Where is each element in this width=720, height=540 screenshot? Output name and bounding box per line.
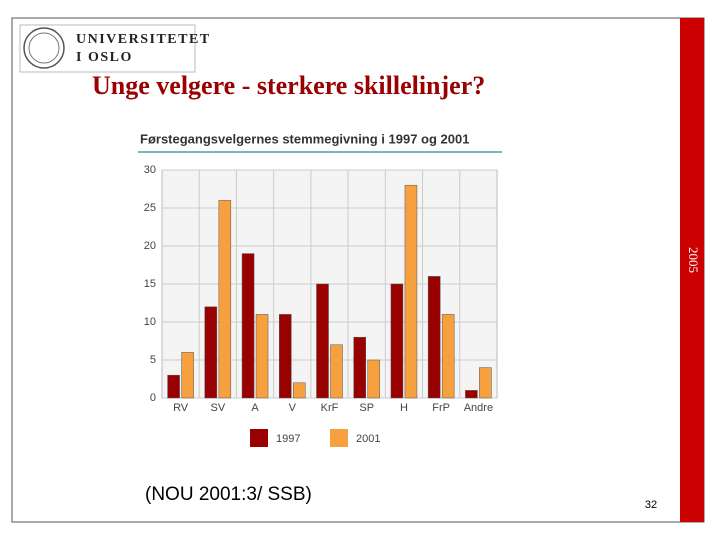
bar [293, 382, 306, 399]
bar [181, 352, 194, 399]
bar [353, 336, 366, 399]
bar [404, 184, 418, 399]
bar [167, 374, 180, 399]
bar [241, 253, 255, 399]
y-tick-label: 15 [144, 278, 156, 290]
bar [204, 306, 218, 399]
slide-title: Unge velgere - sterkere skillelinjer? [92, 71, 485, 100]
page-number: 32 [645, 499, 657, 511]
x-tick-label: SP [359, 402, 374, 414]
y-tick-label: 5 [150, 354, 156, 366]
logo-frame [19, 24, 196, 73]
side-bar [680, 18, 704, 522]
bar [465, 390, 478, 399]
x-tick-label: SV [210, 402, 225, 414]
plot: 0 5 10 15 20 25 30 RV SV A V KrF SP H FrP Andre 1997 2001 [144, 164, 498, 447]
bar [255, 314, 269, 399]
x-tick-label: H [400, 402, 408, 414]
legend-swatch [250, 429, 268, 447]
bar [441, 314, 455, 399]
y-tick-label: 0 [150, 392, 156, 404]
logo-seal-inner [28, 32, 60, 64]
x-tick-label: FrP [432, 402, 450, 414]
source: (NOU 2001:3/ SSB) [145, 484, 312, 505]
y-tick-label: 30 [144, 164, 156, 176]
x-tick-label: KrF [321, 402, 339, 414]
logo-text: UNIVERSITETET [76, 32, 211, 47]
y-tick-label: 20 [144, 240, 156, 252]
y-tick-label: 10 [144, 316, 156, 328]
x-tick-label: V [289, 402, 297, 414]
bar [279, 314, 292, 399]
bar [330, 344, 343, 399]
bar [479, 367, 492, 399]
x-tick-label: A [251, 402, 259, 414]
y-tick-label: 25 [144, 202, 156, 214]
logo-seal [23, 27, 65, 69]
bar [316, 283, 329, 399]
x-tick-label: RV [173, 402, 189, 414]
bar [427, 276, 441, 399]
bar [218, 200, 232, 399]
legend-label: 2001 [356, 433, 380, 445]
legend-swatch [330, 429, 348, 447]
bar [367, 359, 380, 399]
chart-title: Førstegangsvelgernes stemmegivning i 199… [140, 131, 469, 146]
logo-text: I OSLO [76, 50, 133, 65]
logo: UNIVERSITETET I OSLO [19, 24, 211, 73]
side-label: 2005 [686, 247, 701, 273]
x-tick-label: Andre [464, 402, 493, 414]
bar [390, 283, 404, 399]
legend-label: 1997 [276, 433, 300, 445]
